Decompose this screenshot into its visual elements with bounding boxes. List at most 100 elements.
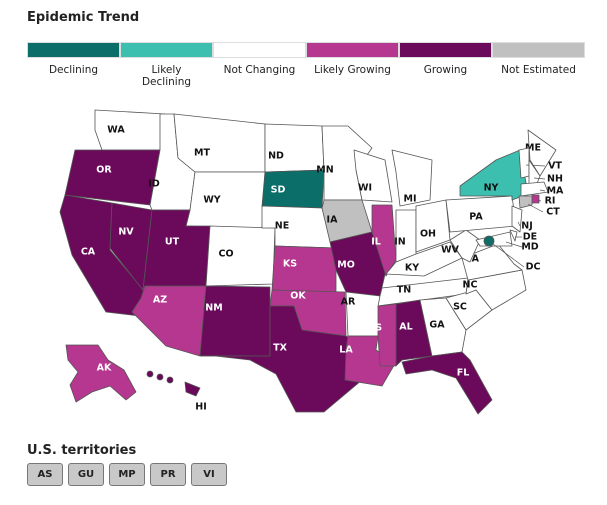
state-label: CT	[546, 207, 560, 218]
legend-label: Not Changing	[223, 64, 296, 76]
state-label: FL	[457, 368, 470, 379]
legend-swatch	[306, 42, 399, 58]
state-label: IN	[394, 237, 406, 248]
state-label: OK	[290, 291, 306, 302]
state-shape[interactable]	[520, 181, 549, 197]
state-shape[interactable]	[146, 370, 154, 378]
state-label: NE	[275, 221, 289, 232]
state-label: OH	[420, 229, 436, 240]
callout-line	[533, 177, 546, 180]
state-shape[interactable]	[395, 299, 433, 367]
title: Epidemic Trend	[27, 10, 140, 25]
state-label: WI	[358, 183, 372, 194]
state-label: CA	[81, 247, 96, 258]
state-label: AK	[97, 363, 112, 374]
state-label: DE	[523, 232, 537, 243]
state-shape[interactable]	[185, 171, 266, 229]
state-label: RI	[545, 196, 556, 207]
state-shape[interactable]	[166, 376, 174, 384]
state-label: MN	[316, 165, 333, 176]
state-label: HI	[195, 402, 207, 413]
state-shape[interactable]	[199, 285, 271, 357]
state-shape[interactable]	[94, 109, 166, 151]
territory-button[interactable]: AS	[27, 463, 63, 486]
state-shape[interactable]	[391, 149, 433, 207]
state-label: ID	[148, 179, 160, 190]
state-label: DC	[526, 262, 541, 273]
state-shape[interactable]	[271, 245, 337, 293]
state-label: NM	[205, 303, 222, 314]
state-shape[interactable]	[401, 351, 493, 415]
state-shape[interactable]	[385, 241, 463, 277]
state-shape[interactable]	[205, 225, 276, 287]
state-shape[interactable]	[199, 305, 363, 413]
territories: AS GU MP PR VI	[27, 463, 227, 486]
state-label: SD	[271, 185, 286, 196]
territory-button[interactable]: GU	[68, 463, 104, 486]
territory-button[interactable]: MP	[109, 463, 145, 486]
state-label: MA	[547, 186, 564, 197]
state-label: PA	[469, 212, 483, 223]
state-label: IL	[371, 237, 381, 248]
state-label: UT	[165, 237, 180, 248]
legend-item: Likely Growing	[306, 42, 399, 88]
callout-line	[505, 241, 523, 248]
state-shape[interactable]	[377, 303, 397, 367]
state-shape[interactable]	[449, 229, 481, 263]
callout-line	[488, 240, 525, 268]
state-label: NV	[118, 227, 134, 238]
state-shape[interactable]	[419, 297, 467, 357]
state-label: OR	[96, 165, 112, 176]
state-label: MO	[337, 260, 355, 271]
state-shape[interactable]	[509, 229, 518, 242]
state-shape[interactable]	[531, 194, 540, 204]
state-shape[interactable]	[184, 381, 201, 397]
state-label: TN	[397, 285, 411, 296]
state-label: NY	[484, 183, 499, 194]
state-label: MS	[366, 323, 382, 334]
legend: Declining Likely Declining Not Changing Lik…	[27, 42, 585, 88]
state-label: GA	[429, 320, 445, 331]
legend-label: Not Estimated	[501, 64, 576, 76]
state-label: WV	[441, 245, 459, 256]
state-label: NJ	[521, 221, 533, 232]
callout-line	[517, 221, 521, 227]
legend-label: Likely Growing	[314, 64, 391, 76]
state-shape[interactable]	[131, 285, 207, 357]
callout-line	[527, 203, 544, 213]
legend-swatch	[492, 42, 585, 58]
state-shape[interactable]	[173, 113, 266, 173]
callout-line	[536, 199, 542, 202]
state-shape[interactable]	[353, 149, 393, 203]
state-shape[interactable]	[65, 344, 137, 403]
state-shape[interactable]	[518, 147, 530, 179]
state-shape[interactable]	[344, 335, 397, 387]
state-label: TX	[273, 343, 287, 354]
state-label: SC	[453, 302, 467, 313]
state-shape[interactable]	[518, 195, 533, 209]
legend-swatch	[120, 42, 213, 58]
state-label: AL	[399, 322, 412, 333]
state-label: IA	[327, 215, 339, 226]
state-label: VT	[548, 161, 562, 172]
territory-button[interactable]: VI	[191, 463, 227, 486]
state-label: MD	[521, 242, 538, 253]
state-label: CO	[218, 249, 233, 260]
state-label: AR	[341, 297, 356, 308]
legend-item: Likely Declining	[120, 42, 213, 88]
territory-button[interactable]: PR	[150, 463, 186, 486]
state-label: ND	[268, 151, 284, 162]
callout-line	[539, 189, 546, 192]
state-shape[interactable]	[64, 149, 161, 206]
state-label: WY	[203, 195, 220, 206]
state-shape[interactable]	[264, 123, 325, 173]
state-label: AZ	[153, 295, 167, 306]
state-shape[interactable]	[156, 373, 164, 381]
state-label: ME	[525, 143, 541, 154]
legend-label: Declining	[48, 64, 99, 76]
state-label: NH	[547, 174, 563, 185]
legend-item: Growing	[399, 42, 492, 88]
legend-swatch	[27, 42, 120, 58]
